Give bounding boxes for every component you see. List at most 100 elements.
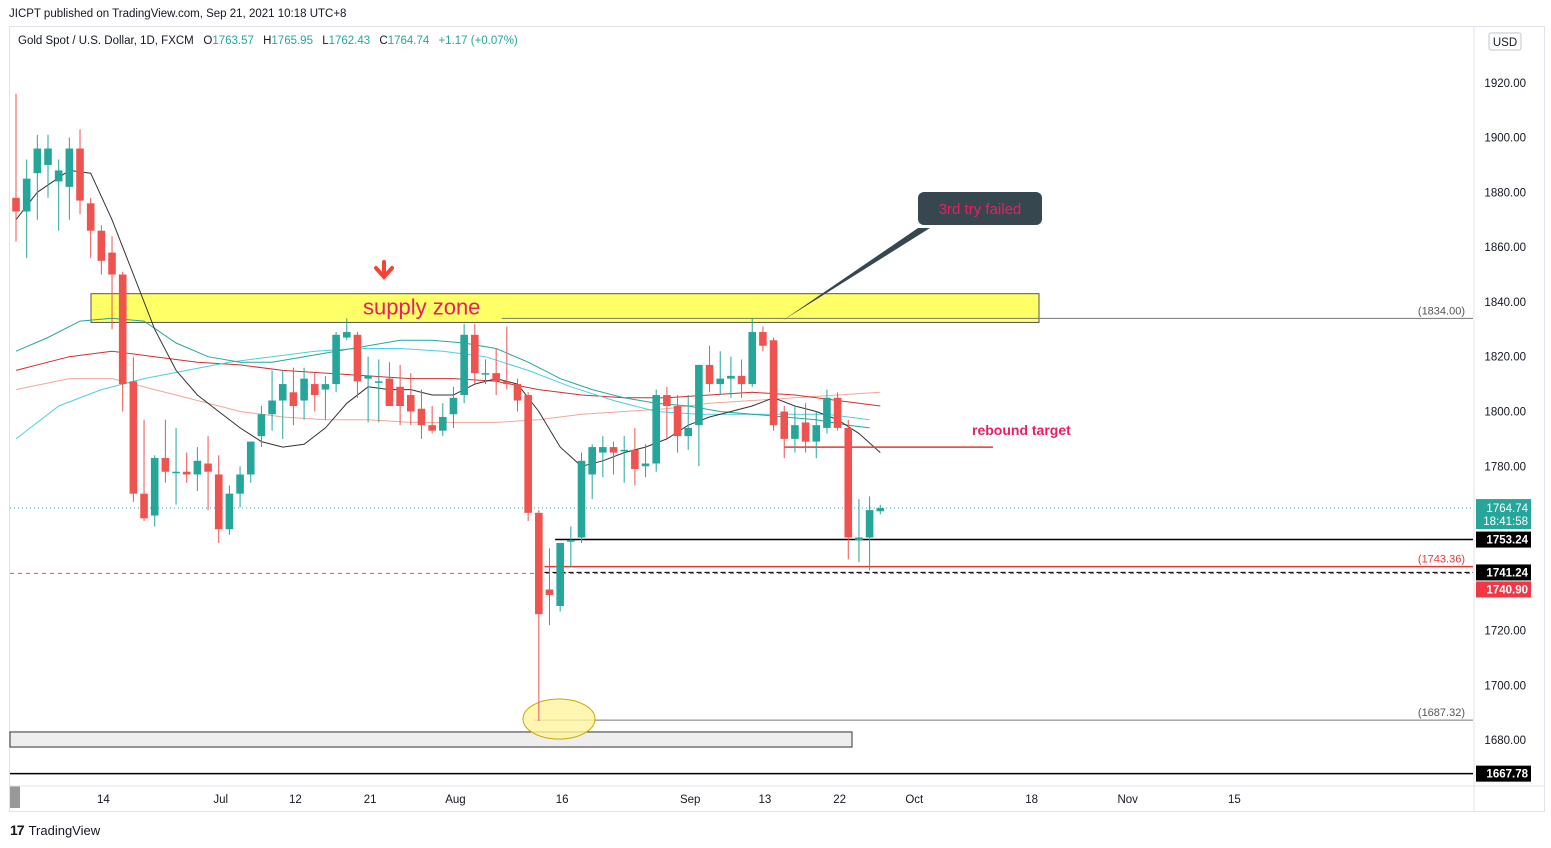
candle-body-59[interactable] <box>641 463 650 467</box>
candle-body-44[interactable] <box>481 373 490 375</box>
candle-body-11[interactable] <box>129 381 138 494</box>
candle-body-19[interactable] <box>214 474 223 530</box>
currency-badge[interactable] <box>1488 32 1522 51</box>
candle-body-15[interactable] <box>172 471 180 474</box>
candle-body-64[interactable] <box>695 364 703 426</box>
candle-body-67[interactable] <box>727 375 735 379</box>
candle-body-33[interactable] <box>364 375 372 379</box>
candle-body-62[interactable] <box>673 406 682 437</box>
candle-body-26[interactable] <box>289 392 298 406</box>
x-tick-12: 12 <box>289 794 302 806</box>
left-scroll-handle[interactable] <box>10 786 20 808</box>
candle-body-61[interactable] <box>663 395 671 406</box>
candle-body-3[interactable] <box>44 148 52 165</box>
candle-body-46[interactable] <box>503 381 511 385</box>
candle-body-70[interactable] <box>759 332 767 346</box>
candle-body-10[interactable] <box>118 274 127 385</box>
axis-label-1667: 1667.78 <box>1486 769 1528 781</box>
demand-zone-box[interactable] <box>9 731 853 748</box>
candle-body-58[interactable] <box>631 449 639 469</box>
candle-body-40[interactable] <box>439 416 447 431</box>
x-tick-Oct: Oct <box>905 794 924 806</box>
candle-body-65[interactable] <box>705 364 714 385</box>
symbol-title[interactable]: Gold Spot / U.S. Dollar, 1D, FXCM <box>18 35 194 47</box>
high-label: H <box>263 35 272 47</box>
candle-body-0[interactable] <box>12 197 20 212</box>
candle-body-6[interactable] <box>76 148 84 201</box>
candle-body-41[interactable] <box>449 397 458 415</box>
candle-body-38[interactable] <box>417 408 426 426</box>
candle-body-20[interactable] <box>225 493 234 530</box>
candle-body-32[interactable] <box>353 334 362 382</box>
candle-body-71[interactable] <box>769 340 778 426</box>
candle-body-57[interactable] <box>620 449 628 452</box>
candle-body-9[interactable] <box>108 252 116 275</box>
candle-body-79[interactable] <box>855 537 863 541</box>
candle-body-68[interactable] <box>737 375 746 385</box>
candle-body-76[interactable] <box>823 397 831 428</box>
candle-body-22[interactable] <box>246 441 255 475</box>
candle-body-30[interactable] <box>332 334 340 385</box>
candle-body-23[interactable] <box>257 414 266 437</box>
candle-body-18[interactable] <box>204 463 212 472</box>
candle-body-12[interactable] <box>140 493 148 519</box>
candle-body-73[interactable] <box>791 425 799 439</box>
candle-body-5[interactable] <box>65 148 74 187</box>
candle-body-54[interactable] <box>588 447 596 475</box>
axis-label-1741: 1741.24 <box>1486 567 1528 579</box>
candle-body-21[interactable] <box>236 474 244 494</box>
candle-body-37[interactable] <box>406 395 415 412</box>
candle-body-63[interactable] <box>684 427 693 437</box>
candle-body-13[interactable] <box>150 458 159 516</box>
candle-body-8[interactable] <box>97 230 106 261</box>
candle-body-45[interactable] <box>492 373 500 382</box>
candle-body-27[interactable] <box>300 378 308 401</box>
candle-body-55[interactable] <box>599 447 607 453</box>
low-label: L <box>322 35 329 47</box>
candle-body-7[interactable] <box>86 203 95 231</box>
candle-body-29[interactable] <box>321 384 330 390</box>
candle-body-17[interactable] <box>193 460 202 475</box>
candle-body-25[interactable] <box>278 384 287 401</box>
candle-body-81[interactable] <box>876 508 885 512</box>
candle-body-36[interactable] <box>396 386 404 406</box>
candle-body-39[interactable] <box>428 425 436 431</box>
candle-body-60[interactable] <box>652 395 660 464</box>
candle-body-52[interactable] <box>567 540 575 542</box>
symbol-legend[interactable]: Gold Spot / U.S. Dollar, 1D, FXCM O1763.… <box>18 35 524 47</box>
candle-body-2[interactable] <box>33 148 42 174</box>
candle-body-43[interactable] <box>471 334 479 374</box>
supply-zone-box[interactable] <box>90 293 1040 323</box>
candle-body-24[interactable] <box>268 400 276 415</box>
y-tick-1820.00: 1820.00 <box>1484 352 1526 364</box>
candle-body-49[interactable] <box>535 512 543 615</box>
brand-footer[interactable]: 17 TradingView <box>10 822 100 838</box>
candle-body-72[interactable] <box>780 411 789 439</box>
candle-body-74[interactable] <box>801 422 810 442</box>
candle-body-66[interactable] <box>716 378 725 385</box>
candle-body-48[interactable] <box>524 395 532 513</box>
candle-body-69[interactable] <box>748 332 757 385</box>
candle-body-28[interactable] <box>310 384 319 396</box>
candle-body-35[interactable] <box>385 378 394 406</box>
candle-body-34[interactable] <box>374 381 383 383</box>
candle-body-53[interactable] <box>577 460 586 538</box>
x-tick-Sep: Sep <box>680 794 700 806</box>
candle-body-1[interactable] <box>22 178 31 212</box>
candle-body-16[interactable] <box>182 471 191 475</box>
candle-body-75[interactable] <box>812 425 821 442</box>
candle-body-47[interactable] <box>513 384 522 401</box>
candle-body-51[interactable] <box>556 542 564 606</box>
candle-body-56[interactable] <box>609 447 618 453</box>
candle-body-50[interactable] <box>545 589 554 595</box>
candle-body-80[interactable] <box>865 510 874 538</box>
candle-body-14[interactable] <box>161 458 170 472</box>
callout-box[interactable] <box>918 192 1042 225</box>
candle-body-77[interactable] <box>833 397 842 428</box>
low-highlight-ellipse <box>522 698 596 740</box>
candle-body-4[interactable] <box>54 170 63 182</box>
candle-body-78[interactable] <box>844 427 853 538</box>
candle-body-42[interactable] <box>460 334 468 396</box>
candle-body-31[interactable] <box>342 332 351 338</box>
